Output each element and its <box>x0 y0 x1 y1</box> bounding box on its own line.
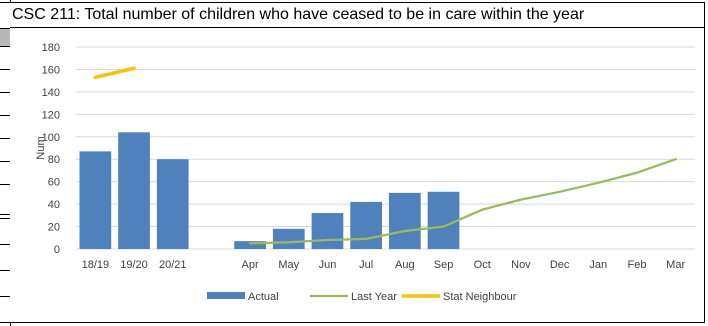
chart-frame: CSC 211: Total number of children who ha… <box>10 2 705 323</box>
x-tick-label: 18/19 <box>82 259 110 271</box>
y-tick-label: 180 <box>42 42 60 54</box>
y-axis-label: Num <box>35 136 47 159</box>
grid-line <box>0 270 10 271</box>
x-tick-label: May <box>278 259 299 271</box>
y-tick-label: 20 <box>48 222 60 234</box>
y-tick-label: 0 <box>54 244 60 256</box>
chart-title: CSC 211: Total number of children who ha… <box>10 3 704 28</box>
x-tick-label: Apr <box>242 259 259 271</box>
bar-actual <box>234 241 266 249</box>
spreadsheet-shaded-cell <box>0 29 10 46</box>
y-tick-label: 120 <box>42 109 60 121</box>
y-tick-label: 140 <box>42 87 60 99</box>
x-tick-label: Feb <box>627 259 646 271</box>
x-tick-label: 20/21 <box>159 259 187 271</box>
bar-actual <box>156 159 189 249</box>
x-tick-label: 19/20 <box>120 259 148 271</box>
grid-line <box>0 244 10 245</box>
grid-line <box>0 138 10 139</box>
grid-line <box>0 28 10 29</box>
bar-actual <box>311 213 344 249</box>
legend-swatch-actual <box>207 292 245 299</box>
x-tick-label: Oct <box>474 259 491 271</box>
y-tick-label: 40 <box>48 199 60 211</box>
line-stat-neighbour <box>93 66 136 80</box>
x-tick-label: Mar <box>666 259 685 271</box>
y-tick-label: 60 <box>48 177 60 189</box>
x-tick-label: Jan <box>589 259 607 271</box>
x-tick-label: Nov <box>511 259 531 271</box>
x-tick-label: Jun <box>319 259 337 271</box>
line-last-year <box>248 158 677 245</box>
chart-area: 0 20 40 60 80 100 120 140 160 180 Num 18/19 19/20 20/… <box>35 42 695 303</box>
grid-line <box>0 184 10 185</box>
y-tick-label: 100 <box>42 132 60 144</box>
x-tick-label: Aug <box>395 259 415 271</box>
bar-actual <box>118 132 150 249</box>
grid-line <box>0 322 10 323</box>
grid-line <box>0 115 10 116</box>
grid-line <box>0 2 10 3</box>
x-tick-label: Jul <box>359 259 373 271</box>
legend-label: Stat Neighbour <box>443 291 517 303</box>
grid-line <box>0 214 10 215</box>
x-tick-label: Dec <box>550 259 570 271</box>
grid-line <box>0 69 10 70</box>
bar-actual <box>427 191 460 249</box>
x-tick-label: Sep <box>434 259 454 271</box>
grid-line <box>0 161 10 162</box>
grid-line <box>0 218 10 219</box>
grid-line <box>0 296 10 297</box>
legend-label: Last Year <box>351 291 397 303</box>
y-tick-label: 160 <box>42 64 60 76</box>
bar-actual <box>388 192 421 249</box>
grid-line <box>0 46 10 47</box>
grid-line <box>0 92 10 93</box>
legend-label: Actual <box>248 291 279 303</box>
bar-actual <box>79 151 112 249</box>
bar-actual <box>272 228 305 249</box>
y-tick-label: 80 <box>48 154 60 166</box>
bar-actual <box>350 201 383 249</box>
